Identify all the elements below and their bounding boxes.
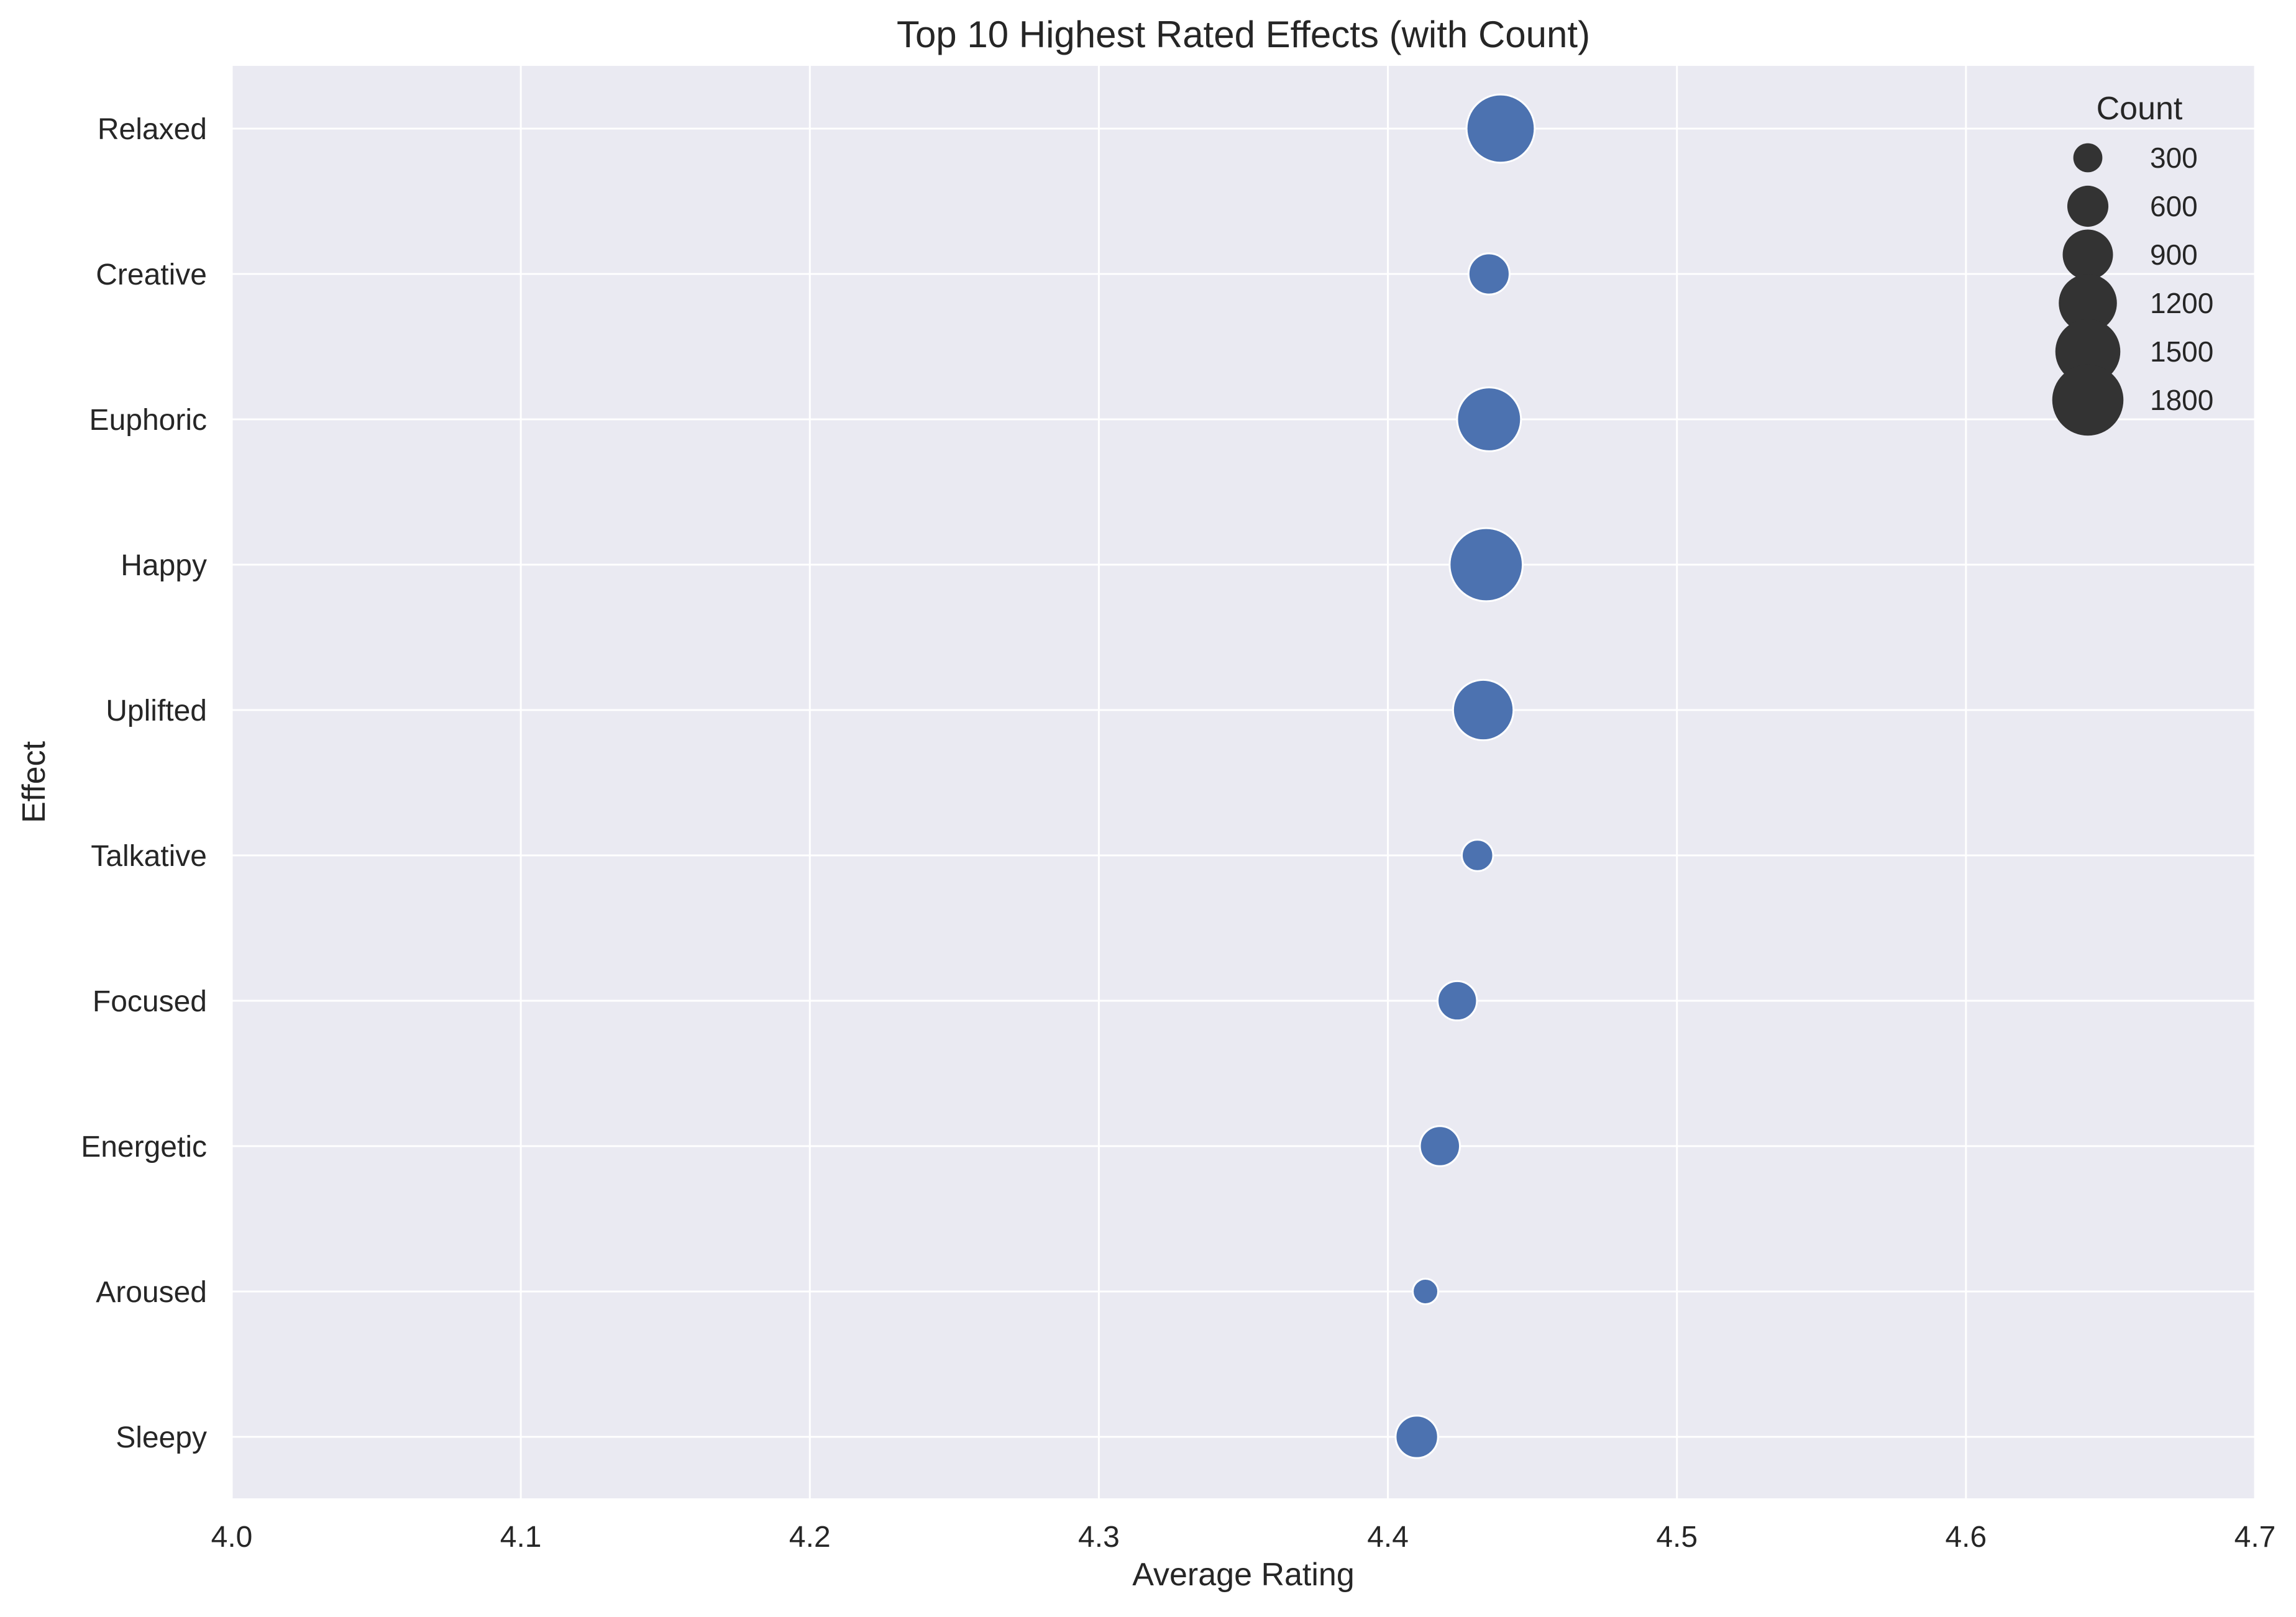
y-tick-label: Talkative	[91, 840, 207, 873]
data-point	[1412, 1278, 1440, 1305]
y-tick-labels: Relaxed Creative Euphoric Happy Uplifted Talk…	[81, 113, 207, 1454]
legend-marker	[2067, 185, 2109, 227]
data-point	[1467, 252, 1511, 296]
data-point	[1437, 980, 1478, 1022]
grid-lines	[231, 66, 2256, 1498]
y-axis-label: Effect	[16, 740, 52, 823]
x-tick-label: 4.2	[789, 1521, 831, 1554]
legend-marker	[2062, 229, 2113, 280]
x-tick-label: 4.0	[211, 1521, 253, 1554]
legend-label: 1500	[2150, 335, 2213, 368]
legend-label: 1800	[2150, 384, 2213, 416]
y-tick-label: Energetic	[81, 1131, 207, 1164]
y-tick-label: Happy	[121, 549, 207, 582]
y-tick-label: Relaxed	[98, 113, 207, 146]
legend-label: 900	[2150, 239, 2198, 271]
legend-label: 600	[2150, 190, 2198, 222]
y-tick-label: Aroused	[96, 1276, 207, 1309]
y-tick-label: Uplifted	[106, 695, 207, 727]
y-tick-label: Sleepy	[116, 1421, 207, 1454]
legend-marker	[2059, 274, 2117, 332]
x-tick-label: 4.7	[2234, 1521, 2276, 1554]
legend-label: 1200	[2150, 287, 2213, 319]
data-point	[1448, 527, 1524, 603]
legend-marker	[2073, 143, 2103, 173]
data-point	[1419, 1125, 1461, 1167]
legend-marker	[2055, 319, 2121, 385]
legend-title: Count	[2097, 91, 2183, 127]
data-point	[1452, 678, 1515, 742]
legend-marker	[2052, 364, 2124, 436]
data-point	[1394, 1414, 1439, 1459]
plot-area	[232, 66, 2255, 1498]
data-point	[1465, 93, 1536, 164]
x-tick-labels: 4.0 4.1 4.2 4.3 4.4 4.5 4.6 4.7	[211, 1521, 2276, 1554]
data-points	[1394, 93, 1536, 1459]
data-point	[1456, 386, 1522, 452]
y-tick-label: Creative	[96, 258, 207, 291]
y-tick-label: Euphoric	[89, 404, 207, 437]
x-tick-label: 4.3	[1078, 1521, 1120, 1554]
x-tick-label: 4.4	[1367, 1521, 1409, 1554]
x-axis-label: Average Rating	[1132, 1557, 1355, 1593]
legend-label: 300	[2150, 142, 2198, 174]
chart-title: Top 10 Highest Rated Effects (with Count…	[897, 14, 1590, 55]
size-legend: Count 300 600 900 1200 1500 1800	[2052, 91, 2213, 436]
y-tick-label: Focused	[93, 985, 207, 1018]
x-tick-label: 4.6	[1945, 1521, 1987, 1554]
x-tick-label: 4.5	[1656, 1521, 1698, 1554]
x-tick-label: 4.1	[500, 1521, 542, 1554]
data-point	[1461, 839, 1494, 872]
